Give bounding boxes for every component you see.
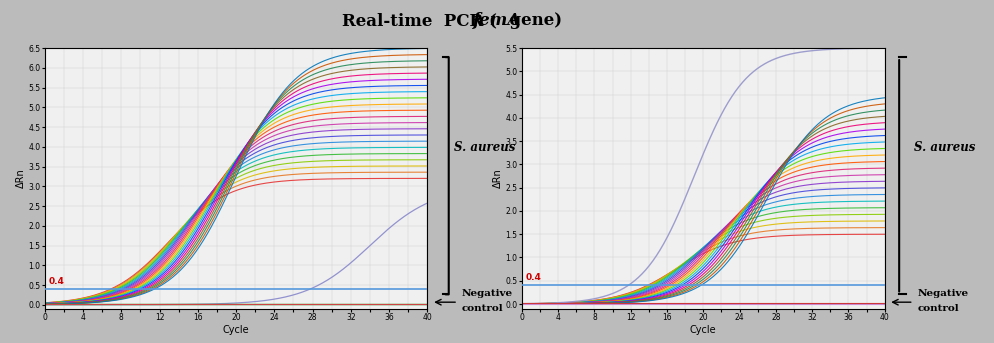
Text: control: control xyxy=(462,304,504,313)
Y-axis label: ΔRn: ΔRn xyxy=(16,168,26,188)
Text: femA: femA xyxy=(473,12,521,29)
Text: Real-time  PCR (: Real-time PCR ( xyxy=(342,12,497,29)
Text: Negative: Negative xyxy=(462,288,513,298)
Text: control: control xyxy=(917,304,959,313)
Text: S. aureus: S. aureus xyxy=(454,141,516,154)
Y-axis label: ΔRn: ΔRn xyxy=(493,168,503,188)
Text: Negative: Negative xyxy=(917,288,968,298)
Text: gene): gene) xyxy=(498,12,563,29)
X-axis label: Cycle: Cycle xyxy=(690,324,717,335)
Text: 0.4: 0.4 xyxy=(526,273,542,282)
Text: S. aureus: S. aureus xyxy=(913,141,975,154)
Text: 0.4: 0.4 xyxy=(49,277,65,286)
X-axis label: Cycle: Cycle xyxy=(223,324,249,335)
